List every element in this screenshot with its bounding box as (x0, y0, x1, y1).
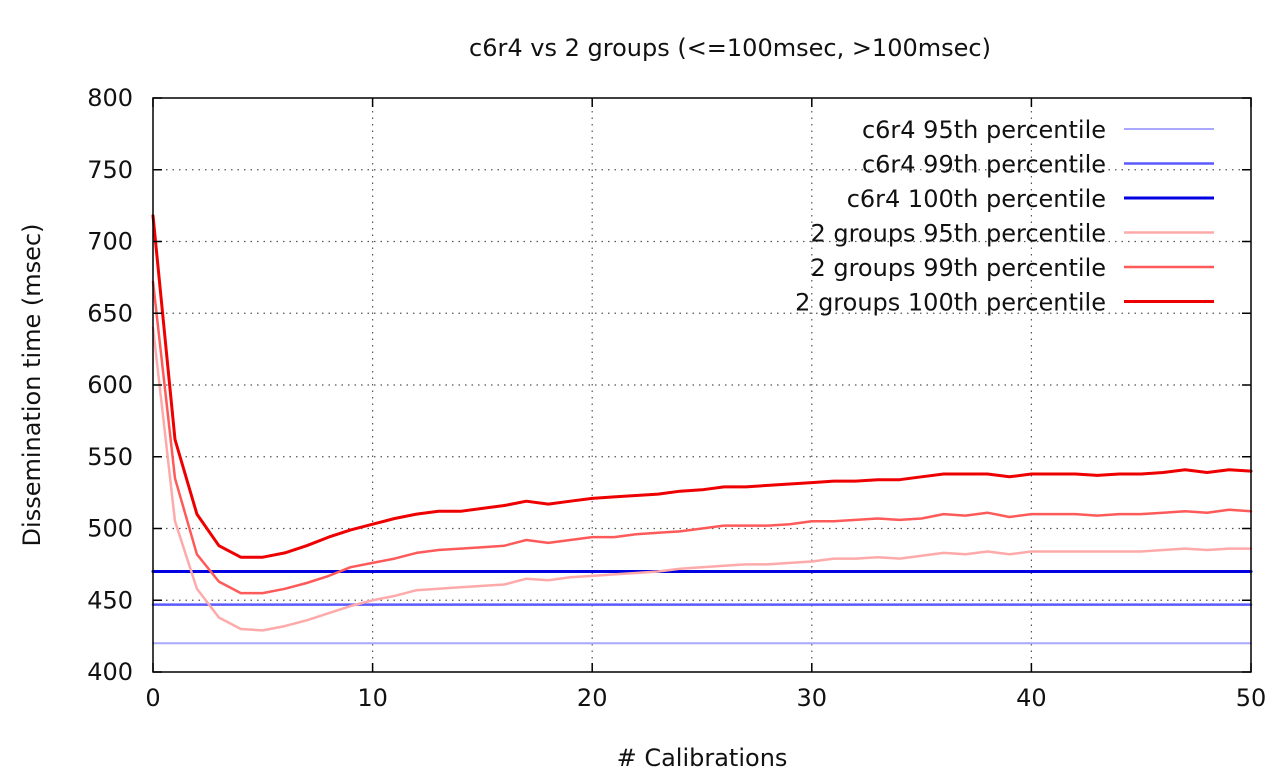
x-tick-label: 0 (145, 684, 160, 712)
legend-label: c6r4 95th percentile (862, 116, 1106, 144)
grid (153, 98, 1251, 672)
y-tick-label: 450 (87, 586, 133, 614)
legend-label: c6r4 99th percentile (862, 151, 1106, 179)
y-tick-label: 550 (87, 443, 133, 471)
x-tick-label: 20 (577, 684, 608, 712)
x-axis-title: # Calibrations (617, 744, 788, 772)
y-tick-label: 750 (87, 156, 133, 184)
series-line-6 (151, 214, 1253, 559)
legend-label: 2 groups 99th percentile (810, 254, 1106, 282)
x-tick-label: 40 (1016, 684, 1047, 712)
x-tick-label: 10 (357, 684, 388, 712)
legend: c6r4 95th percentile c6r4 99th percentile… (795, 116, 1214, 317)
series-lines (151, 214, 1253, 645)
legend-label: 2 groups 95th percentile (810, 220, 1106, 248)
y-tick-label: 700 (87, 228, 133, 256)
y-tick-label: 650 (87, 299, 133, 327)
y-tick-label: 500 (87, 515, 133, 543)
series-line-4 (151, 326, 1253, 632)
y-tick-label: 800 (87, 84, 133, 112)
x-tick-label: 50 (1236, 684, 1267, 712)
y-tick-label: 400 (87, 658, 133, 686)
chart-title: c6r4 vs 2 groups (<=100msec, >100msec) (469, 34, 991, 62)
legend-label: 2 groups 100th percentile (795, 289, 1106, 317)
axis-ticks: 0 10 20 30 40 50 400 450 500 550 600 650 700 750 800 (87, 84, 1266, 712)
legend-label: c6r4 100th percentile (847, 185, 1106, 213)
x-tick-label: 30 (797, 684, 828, 712)
y-axis-title: Dissemination time (msec) (18, 224, 46, 547)
series-line-5 (151, 280, 1253, 595)
y-tick-label: 600 (87, 371, 133, 399)
